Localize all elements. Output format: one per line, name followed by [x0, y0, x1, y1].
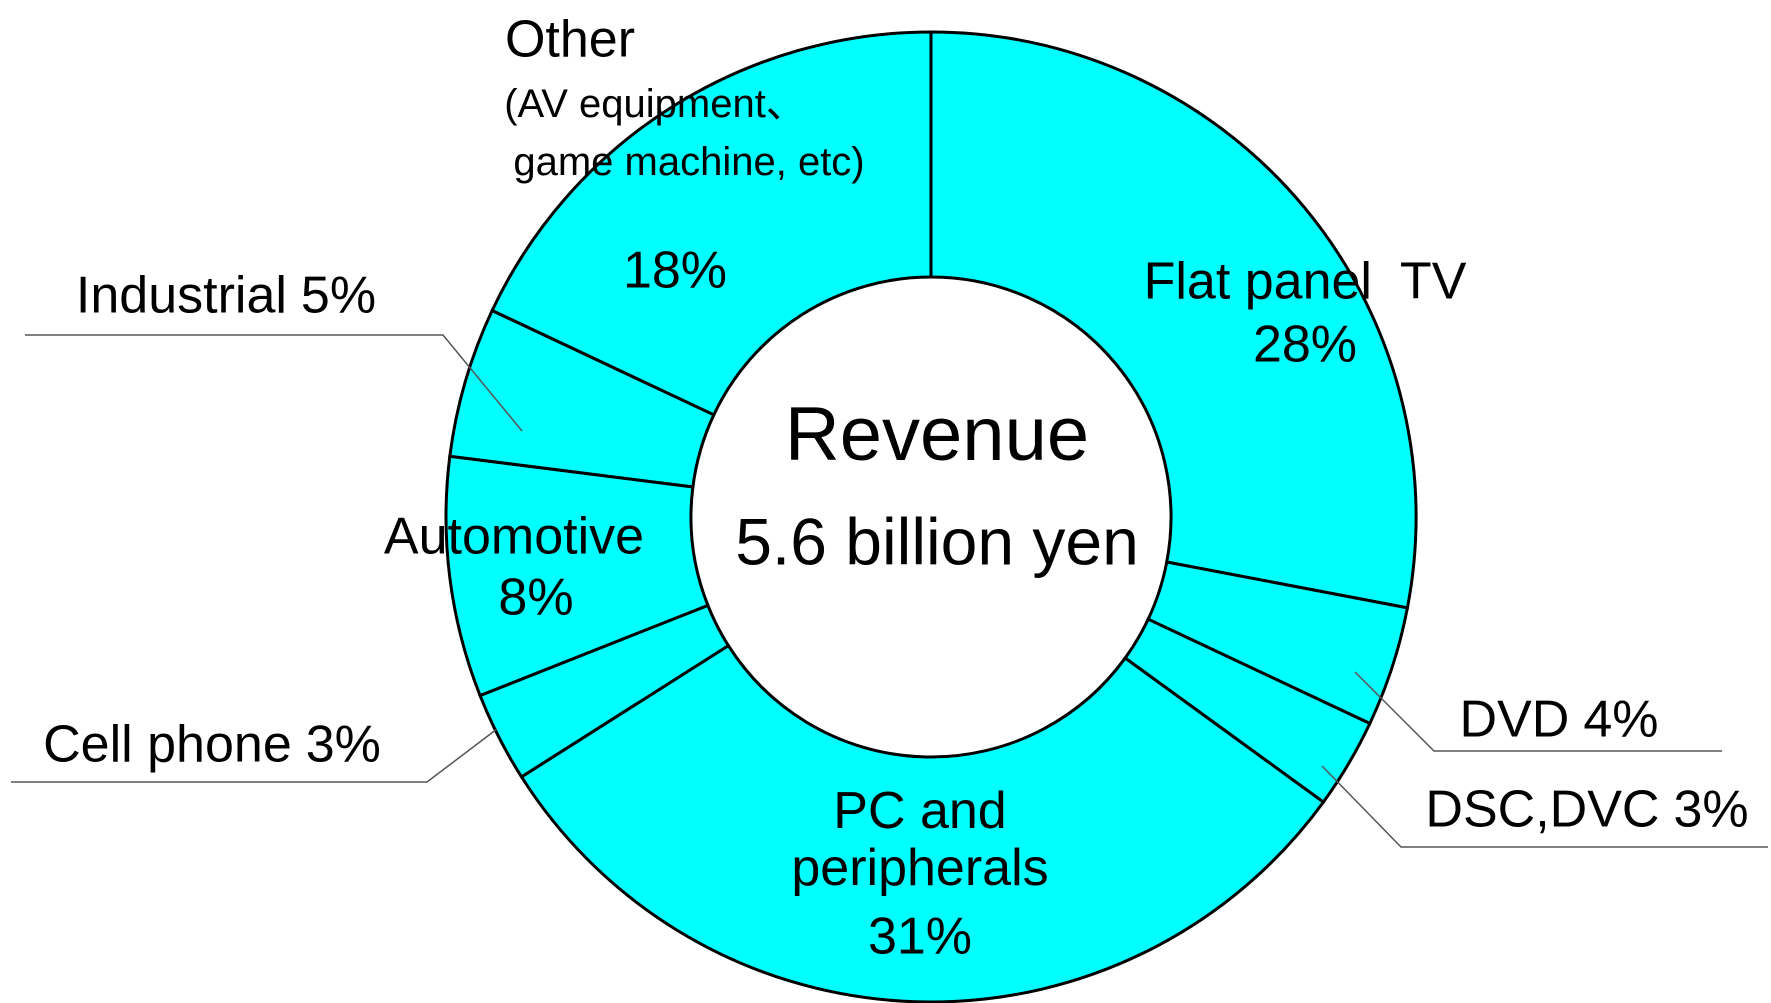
annotation: game machine, etc): [513, 140, 865, 184]
category-label: Flat panel TV: [1143, 252, 1467, 311]
value-label: 3%: [1673, 780, 1749, 839]
category-label: Automotive: [383, 507, 645, 566]
category-label: Industrial: [75, 266, 287, 325]
annotation: (AV equipment、: [504, 82, 806, 126]
dvd-label: DVD 4%: [1460, 691, 1659, 748]
value-label: 3%: [305, 715, 381, 774]
cell-phone-label: Cell phone 3%: [43, 716, 381, 773]
value-label: 18%: [622, 241, 728, 300]
value-label: 8%: [498, 568, 574, 627]
category-label: DVD: [1459, 690, 1570, 749]
value-label: 31%: [867, 907, 973, 966]
leader-line: [1321, 765, 1768, 848]
value-label: 5%: [300, 266, 377, 325]
donut-segment: [929, 30, 1418, 610]
category-label: PC and peripherals: [791, 781, 1049, 897]
center-title: Revenue: [784, 392, 1090, 478]
industrial-label: Industrial 5%: [76, 267, 376, 324]
donut-segment: [490, 30, 933, 417]
category-label: Other: [504, 10, 636, 69]
leader-lines: [11, 334, 1768, 848]
donut-segment: [519, 643, 1326, 1003]
center-subtitle: 5.6 billion yen: [735, 504, 1139, 579]
value-label: 4%: [1583, 690, 1659, 749]
leader-line: [1354, 671, 1722, 752]
category-label: DSC,DVC: [1425, 780, 1660, 839]
dsc-label: DSC,DVC 3%: [1425, 781, 1748, 838]
value-label: 28%: [1252, 315, 1358, 374]
leader-line: [11, 728, 498, 783]
category-label: Cell phone: [43, 715, 292, 774]
leader-line: [25, 334, 523, 432]
